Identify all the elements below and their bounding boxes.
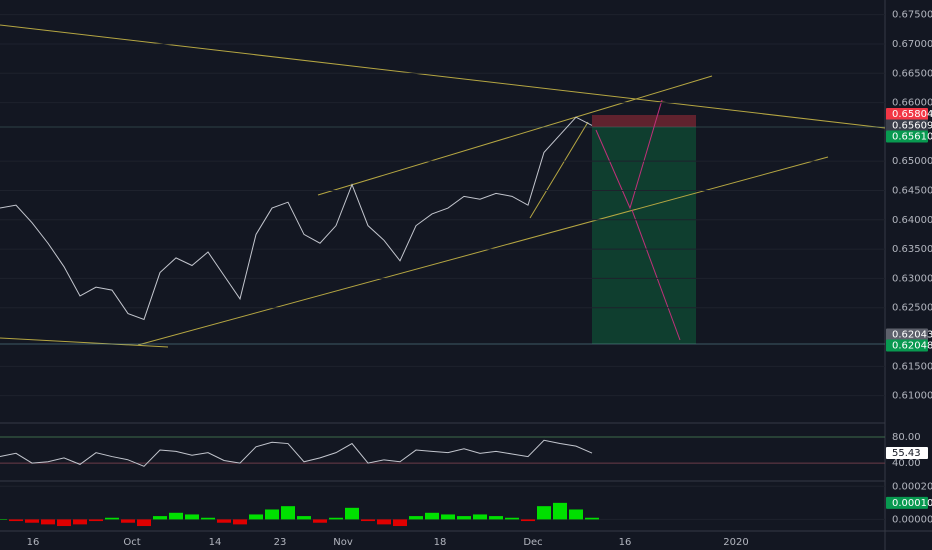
price-tag <box>886 496 928 509</box>
histogram-bar <box>217 519 231 523</box>
histogram-bar <box>105 517 119 520</box>
x-tick-label: 16 <box>27 537 40 548</box>
price-tag <box>886 447 928 460</box>
histogram-bar <box>9 519 23 522</box>
trend-line <box>317 75 713 196</box>
x-tick-label: Dec <box>523 537 542 548</box>
x-tick-label: 18 <box>434 537 447 548</box>
histogram-bar <box>281 506 295 520</box>
x-tick-label: 16 <box>619 537 632 548</box>
trend-line <box>137 156 829 346</box>
price-tag <box>886 119 928 132</box>
histogram-bar <box>185 514 199 520</box>
histogram-bar <box>265 509 279 520</box>
histogram-bar <box>73 519 87 525</box>
price-tag-label: 0.62048 <box>892 340 932 351</box>
histogram-bar <box>505 517 519 520</box>
x-tick-label: Oct <box>123 537 140 548</box>
y-tick-label: 0.66000 <box>892 98 932 109</box>
price-tag <box>886 130 928 143</box>
price-tag <box>886 339 928 352</box>
y-tick-label: 0.62500 <box>892 303 932 314</box>
histogram-bar <box>585 517 599 520</box>
histogram-bar <box>57 519 71 527</box>
y-tick-label: 0.61500 <box>892 361 932 372</box>
histogram-bar <box>233 519 247 525</box>
histogram-bar <box>201 517 215 520</box>
price-tag <box>886 328 928 341</box>
histogram-bar <box>313 519 327 523</box>
y-tick-label: 80.00 <box>892 432 921 443</box>
histogram-bar <box>441 514 455 520</box>
x-tick-label: 23 <box>274 537 287 548</box>
histogram-bar <box>121 519 135 523</box>
histogram-bar <box>393 519 407 527</box>
y-tick-label: 40.00 <box>892 458 921 469</box>
y-tick-label: 0.65000 <box>892 156 932 167</box>
trend-line <box>0 337 169 348</box>
histogram-bar <box>345 507 359 520</box>
histogram-bar <box>425 512 439 520</box>
histogram-bar <box>457 516 471 520</box>
histogram-bar <box>569 509 583 520</box>
histogram-bar <box>249 514 263 520</box>
projection-arrow <box>631 209 681 341</box>
histogram-bar <box>89 519 103 522</box>
histogram-bar <box>297 516 311 520</box>
price-tag-label: 0.62043 <box>892 329 932 340</box>
price-tag-label: 55.43 <box>892 448 921 459</box>
price-tag-label: 0.00010 <box>892 498 932 509</box>
x-tick-label: 14 <box>209 537 222 548</box>
y-tick-label: 0.63500 <box>892 244 932 255</box>
histogram-bar <box>409 516 423 520</box>
price-series <box>0 439 593 467</box>
histogram-bar <box>521 519 535 522</box>
y-tick-label: 0.00020 <box>892 481 932 492</box>
price-tag-label: 0.65609 <box>892 120 932 131</box>
y-tick-label: 0.63000 <box>892 273 932 284</box>
histogram-bar <box>537 506 551 520</box>
trend-line <box>529 121 589 219</box>
histogram-bar <box>329 517 343 520</box>
price-tag-label: 0.65610 <box>892 131 932 142</box>
histogram-bar <box>473 514 487 520</box>
histogram-bar <box>169 512 183 520</box>
trend-line <box>0 24 886 129</box>
histogram-bar <box>377 519 391 525</box>
histogram-bar <box>553 502 567 520</box>
y-tick-label: 0.67000 <box>892 39 932 50</box>
y-tick-label: 0.00000 <box>892 514 932 525</box>
histogram-bar <box>489 516 503 520</box>
x-tick-label: Nov <box>333 537 353 548</box>
y-tick-label: 0.61000 <box>892 391 932 402</box>
histogram-bar <box>25 519 39 523</box>
histogram-bar <box>361 519 375 522</box>
y-tick-label: 0.66500 <box>892 68 932 79</box>
histogram-bar <box>0 519 7 520</box>
y-tick-label: 0.67500 <box>892 10 932 21</box>
y-tick-label: 0.64000 <box>892 215 932 226</box>
price-tag-label: 0.65804 <box>892 109 932 120</box>
y-tick-label: 0.64500 <box>892 185 932 196</box>
x-tick-label: 2020 <box>723 537 748 548</box>
histogram-bar <box>41 519 55 525</box>
price-tag <box>886 108 928 121</box>
histogram-bar <box>137 519 151 527</box>
stop-zone <box>592 115 696 127</box>
price-series <box>0 116 593 321</box>
projection-arrow <box>595 99 663 210</box>
histogram-bar <box>153 516 167 520</box>
